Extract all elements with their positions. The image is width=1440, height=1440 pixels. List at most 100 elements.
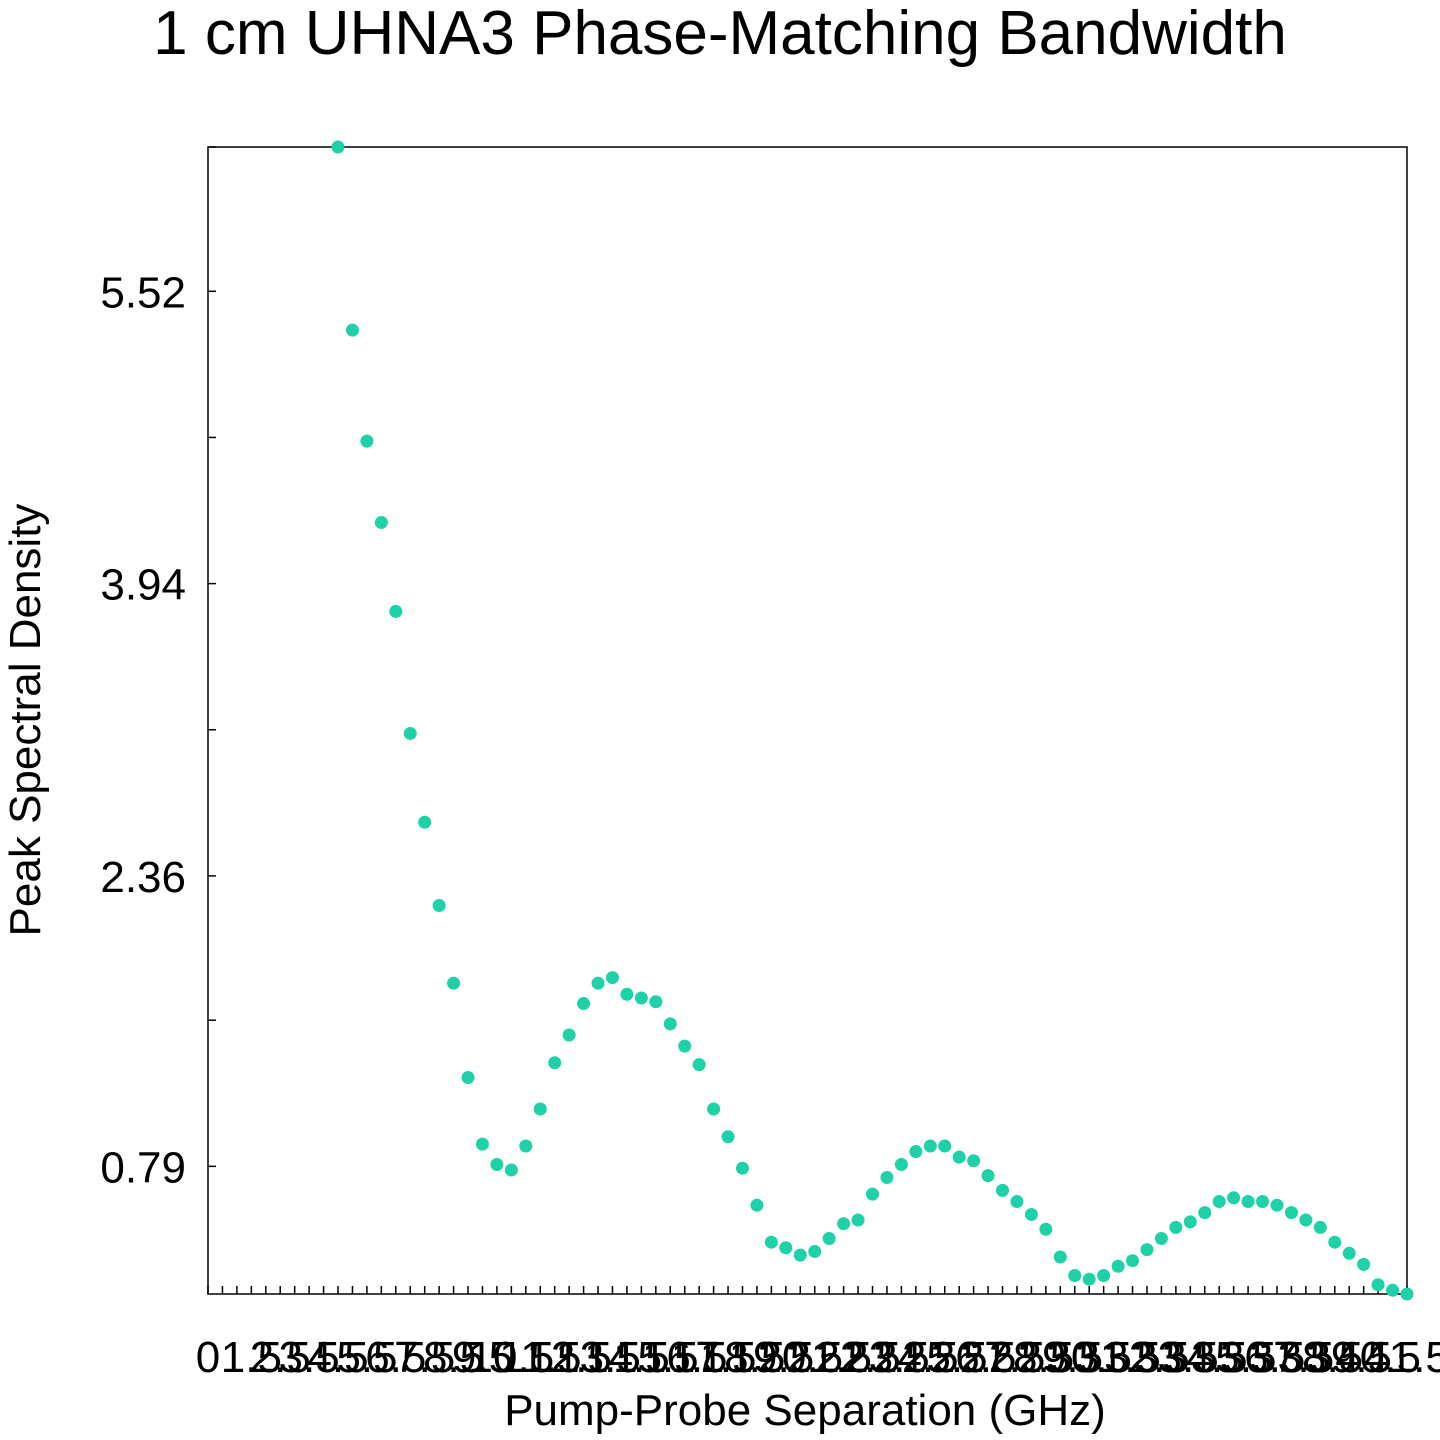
x-tick-label: 32.5 <box>1104 1333 1190 1382</box>
x-tick-label: 30.5 <box>1046 1333 1132 1382</box>
data-point <box>1371 1278 1385 1292</box>
data-point <box>1270 1198 1284 1212</box>
data-point <box>1169 1220 1183 1234</box>
data-point <box>938 1139 952 1153</box>
x-tick-label: 38.5 <box>1278 1333 1364 1382</box>
x-tick-label: 40.5 <box>1335 1333 1421 1382</box>
x-tick-label: 13.5 <box>555 1333 641 1382</box>
data-point <box>1097 1269 1111 1282</box>
data-point <box>663 1017 677 1031</box>
x-tick-label: 5.5 <box>336 1333 397 1382</box>
x-tick-label: 36.5 <box>1220 1333 1306 1382</box>
data-point <box>1039 1222 1053 1236</box>
y-tick-label: 2.36 <box>100 853 186 902</box>
x-tick-label: 19.5 <box>729 1333 815 1382</box>
data-point <box>1342 1246 1356 1260</box>
x-tick-label: 10.5 <box>469 1333 555 1382</box>
data-point <box>678 1039 692 1053</box>
data-point <box>1140 1243 1154 1257</box>
data-point <box>634 991 648 1005</box>
y-axis: 0.79 2.36 3.94 5.52 <box>100 146 216 1192</box>
data-point <box>894 1158 908 1171</box>
x-tick-label: 26.5 <box>931 1333 1017 1382</box>
data-point <box>519 1139 533 1153</box>
x-tick-label: 14.5 <box>584 1333 670 1382</box>
data-point <box>721 1130 735 1144</box>
x-tick-label: 39.5 <box>1306 1333 1392 1382</box>
x-tick-label: 21.5 <box>786 1333 872 1382</box>
data-point <box>1068 1269 1082 1282</box>
data-point <box>577 997 591 1011</box>
data-point <box>880 1170 894 1184</box>
data-point <box>1241 1195 1255 1208</box>
data-point <box>620 987 634 1001</box>
data-point <box>1111 1259 1125 1273</box>
x-tick-label: 29.5 <box>1017 1333 1103 1382</box>
data-point <box>389 604 403 618</box>
x-tick-label: 22.5 <box>815 1333 901 1382</box>
data-point <box>447 976 461 990</box>
x-tick-label: 33.5 <box>1133 1333 1219 1382</box>
data-point <box>1198 1206 1212 1220</box>
x-tick-label: 3.5 <box>279 1333 340 1382</box>
data-point <box>374 516 388 530</box>
data-point <box>1010 1195 1024 1208</box>
data-point <box>793 1248 807 1262</box>
data-point <box>996 1183 1010 1197</box>
x-tick-label: 24.5 <box>873 1333 959 1382</box>
data-point <box>1284 1206 1298 1220</box>
x-tick-label: 0 <box>196 1333 220 1382</box>
y-tick-label: 0.79 <box>100 1143 186 1192</box>
x-tick-label: 11.5 <box>499 1333 581 1382</box>
data-point <box>952 1150 966 1164</box>
data-point <box>1082 1272 1096 1286</box>
data-point <box>504 1163 518 1177</box>
data-point <box>533 1102 547 1116</box>
x-tick-label: 16.5 <box>642 1333 728 1382</box>
data-point <box>909 1145 923 1159</box>
data-point <box>1299 1213 1313 1227</box>
data-point <box>1126 1254 1140 1268</box>
data-point <box>735 1161 749 1175</box>
y-tick-label: 5.52 <box>100 268 186 317</box>
y-tick-label: 3.94 <box>100 561 186 610</box>
data-point <box>418 815 432 829</box>
plot-frame <box>207 146 1408 1295</box>
x-tick-label: 34.5 <box>1162 1333 1248 1382</box>
x-tick-label: 18.5 <box>700 1333 786 1382</box>
data-point <box>461 1071 475 1085</box>
data-point <box>605 971 619 985</box>
x-tick-label: 25.5 <box>902 1333 988 1382</box>
data-point <box>764 1235 778 1249</box>
x-tick-label: 4.5 <box>307 1333 368 1382</box>
data-point <box>345 323 359 337</box>
data-point <box>432 899 446 912</box>
data-points <box>331 140 1414 1301</box>
x-tick-label: 9.5 <box>452 1333 513 1382</box>
data-point <box>1313 1220 1327 1234</box>
data-point <box>1328 1235 1342 1249</box>
data-point <box>1227 1191 1241 1205</box>
data-point <box>1386 1283 1400 1297</box>
x-tick-label: 31.5 <box>1075 1333 1161 1382</box>
data-point <box>750 1198 764 1212</box>
x-tick-label: 23.5 <box>844 1333 930 1382</box>
data-point <box>981 1169 995 1183</box>
data-point <box>1154 1232 1168 1245</box>
x-tick-label: 1.5 <box>221 1333 282 1382</box>
x-tick-label: 8.5 <box>423 1333 484 1382</box>
data-point <box>851 1213 865 1227</box>
data-point <box>591 976 605 990</box>
data-point <box>692 1058 706 1072</box>
data-point <box>1256 1195 1270 1208</box>
data-point <box>475 1137 489 1151</box>
data-point <box>967 1154 981 1168</box>
y-axis-label: Peak Spectral Density <box>1 504 50 937</box>
data-point <box>866 1187 880 1201</box>
x-tick-label: 27.5 <box>960 1333 1046 1382</box>
data-point <box>779 1241 793 1255</box>
data-point <box>1053 1250 1067 1264</box>
data-point <box>1212 1195 1226 1208</box>
data-point <box>707 1102 721 1116</box>
